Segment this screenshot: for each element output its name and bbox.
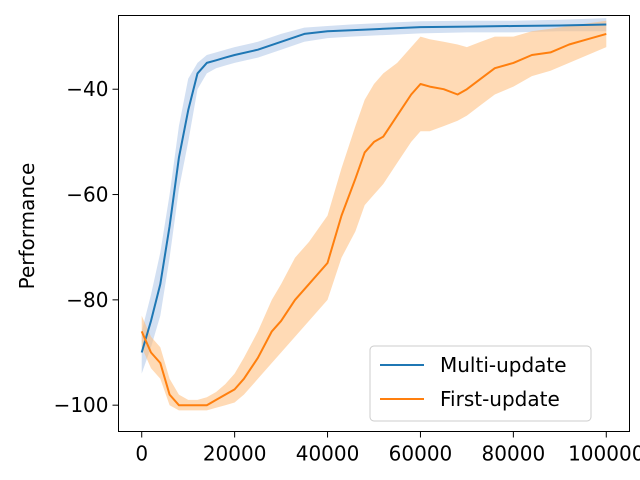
legend-label-first-update: First-update — [440, 387, 560, 411]
y-tick-label: −80 — [66, 288, 108, 312]
x-tick-label: 60000 — [389, 442, 453, 466]
line-multi-update — [140, 23, 607, 353]
y-tick-label: −100 — [54, 393, 109, 417]
legend: Multi-update First-update — [369, 345, 592, 422]
band-first-update — [141, 20, 607, 411]
confidence-bands — [141, 18, 607, 411]
x-tick-label: 0 — [135, 442, 148, 466]
plot-frame — [118, 15, 630, 432]
y-axis-label: Performance — [15, 163, 39, 290]
y-tick-label: −60 — [66, 183, 108, 207]
series-lines — [140, 23, 607, 407]
x-tick-label: 100000 — [568, 442, 640, 466]
x-axis: 0 20000 40000 60000 80000 100000 — [135, 431, 640, 466]
legend-box — [369, 345, 592, 422]
line-first-update — [140, 32, 607, 407]
legend-label-multi-update: Multi-update — [440, 353, 567, 377]
x-tick-label: 20000 — [203, 442, 267, 466]
x-tick-label: 80000 — [482, 442, 546, 466]
x-tick-label: 40000 — [296, 442, 360, 466]
y-tick-label: −40 — [66, 77, 108, 101]
y-axis: −40 −60 −80 −100 — [54, 77, 119, 417]
